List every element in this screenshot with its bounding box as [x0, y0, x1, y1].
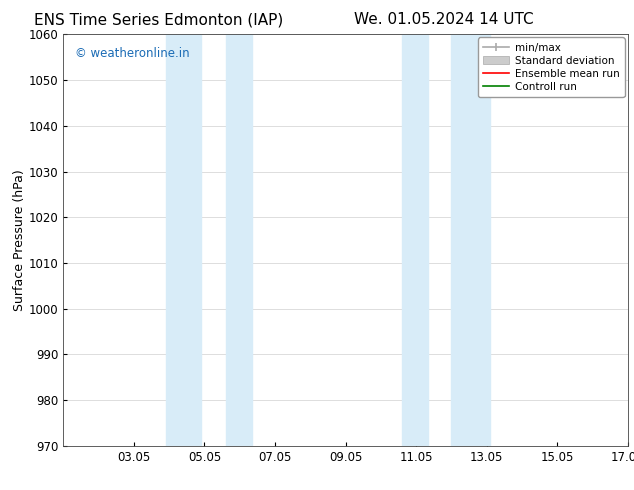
- Legend: min/max, Standard deviation, Ensemble mean run, Controll run: min/max, Standard deviation, Ensemble me…: [478, 37, 624, 97]
- Bar: [165, 34, 201, 446]
- Bar: [402, 34, 429, 446]
- Text: ENS Time Series Edmonton (IAP): ENS Time Series Edmonton (IAP): [34, 12, 283, 27]
- Text: © weatheronline.in: © weatheronline.in: [75, 47, 190, 60]
- Text: We. 01.05.2024 14 UTC: We. 01.05.2024 14 UTC: [354, 12, 534, 27]
- Y-axis label: Surface Pressure (hPa): Surface Pressure (hPa): [13, 169, 26, 311]
- Bar: [226, 34, 252, 446]
- Bar: [451, 34, 490, 446]
